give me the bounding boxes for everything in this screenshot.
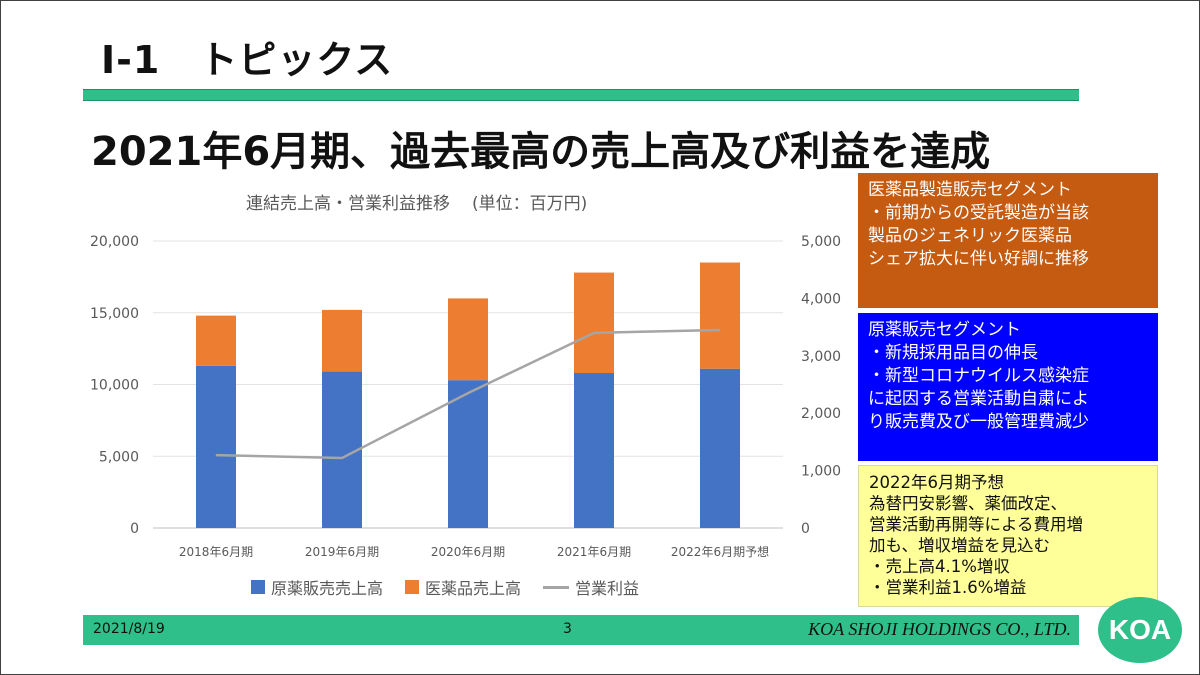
- y-right-tick-label: 2,000: [801, 406, 841, 422]
- legend-label: 医薬品売上高: [425, 579, 522, 598]
- bar-segment: [448, 298, 488, 381]
- section-title: Ⅰ-1 トピックス: [101, 38, 394, 82]
- bar-segment: [700, 368, 740, 528]
- box-line: 原薬販売セグメント: [868, 320, 1021, 340]
- chart-legend: 原薬販売売上高 医薬品売上高 営業利益: [251, 575, 639, 599]
- bar-segment: [196, 315, 236, 366]
- bar-segment: [196, 365, 236, 528]
- box-line: 製品のジェネリック医薬品: [868, 226, 1072, 246]
- y-left-tick-label: 10,000: [90, 378, 139, 394]
- info-box-forecast: 2022年6月期予想 為替円安影響、薬価改定、 営業活動再開等による費用増 加も…: [858, 465, 1158, 607]
- title-divider: [83, 89, 1079, 101]
- line-point: [215, 454, 217, 456]
- chart-title-text: 連結売上高・営業利益推移: [246, 194, 450, 214]
- y-left-tick-label: 0: [130, 521, 139, 537]
- box-line: 営業活動再開等による費用増: [869, 515, 1084, 534]
- footer-bar: 2021/8/19 3 KOA SHOJI HOLDINGS CO., LTD.: [83, 615, 1079, 645]
- chart-unit-note: (単位：百万円): [472, 194, 588, 214]
- box-line: に起因する営業活動自粛によ: [868, 389, 1089, 409]
- headline: 2021年6月期、過去最高の売上高及び利益を達成: [91, 129, 991, 175]
- y-left-tick-label: 15,000: [90, 306, 139, 322]
- x-tick-label: 2018年6月期: [179, 545, 253, 559]
- box-line: 医薬品製造販売セグメント: [868, 180, 1072, 200]
- x-tick-label: 2021年6月期: [557, 545, 631, 559]
- box-line: ・新規採用品目の伸長: [868, 343, 1038, 363]
- chart-title: 連結売上高・営業利益推移 (単位：百万円): [246, 189, 587, 214]
- bar-segment: [448, 380, 488, 528]
- box-line: ・営業利益1.6%増益: [869, 578, 1027, 597]
- box-line: り販売費及び一般管理費減少: [868, 412, 1089, 432]
- bar-segment: [574, 272, 614, 374]
- box-line: 加も、増収増益を見込む: [869, 536, 1051, 555]
- legend-label: 原薬販売売上高: [271, 579, 384, 598]
- bar-segment: [700, 262, 740, 369]
- line-point: [341, 457, 343, 459]
- company-name: KOA SHOJI HOLDINGS CO., LTD.: [808, 619, 1071, 639]
- box-line: 為替円安影響、薬価改定、: [869, 494, 1067, 513]
- x-tick-label: 2020年6月期: [431, 545, 505, 559]
- legend-item-api-sales: 原薬販売売上高: [251, 575, 383, 599]
- info-box-api-sales: 原薬販売セグメント ・新規採用品目の伸長 ・新型コロナウイルス感染症 に起因する…: [858, 313, 1158, 461]
- x-tick-label: 2019年6月期: [305, 545, 379, 559]
- y-right-tick-label: 3,000: [801, 349, 841, 365]
- legend-item-pharma-sales: 医薬品売上高: [405, 575, 521, 599]
- legend-swatch-blue: [251, 580, 265, 594]
- box-line: シェア拡大に伴い好調に推移: [868, 249, 1089, 269]
- y-right-tick-label: 5,000: [801, 234, 841, 250]
- box-line: ・新型コロナウイルス感染症: [868, 366, 1089, 386]
- line-point: [719, 329, 721, 331]
- info-box-manufacturing: 医薬品製造販売セグメント ・前期からの受託製造が当該 製品のジェネリック医薬品 …: [858, 173, 1158, 308]
- y-right-tick-label: 0: [801, 521, 810, 537]
- legend-swatch-orange: [405, 580, 420, 594]
- legend-swatch-line: [543, 585, 570, 589]
- line-point: [467, 392, 469, 394]
- y-left-tick-label: 20,000: [90, 234, 139, 250]
- box-line: ・前期からの受託製造が当該: [868, 203, 1089, 223]
- bar-segment: [574, 373, 614, 528]
- y-left-tick-label: 5,000: [99, 449, 139, 465]
- koa-logo: KOA: [1098, 597, 1182, 663]
- x-tick-label: 2022年6月期予想: [671, 544, 769, 559]
- combo-chart: 0 5,000 10,000 15,000 20,000 0 1,000 2,000 3,000…: [90, 234, 841, 559]
- legend-item-operating-profit: 営業利益: [543, 575, 639, 599]
- bar-segment: [322, 309, 362, 372]
- box-line: 2022年6月期予想: [869, 473, 1004, 492]
- box-line: ・売上高4.1%増収: [869, 557, 1010, 576]
- line-point: [593, 332, 595, 334]
- legend-label: 営業利益: [575, 579, 640, 598]
- page-number: 3: [563, 621, 572, 637]
- footer-date: 2021/8/19: [93, 621, 165, 637]
- y-right-tick-label: 4,000: [801, 291, 841, 307]
- y-right-tick-label: 1,000: [801, 464, 841, 480]
